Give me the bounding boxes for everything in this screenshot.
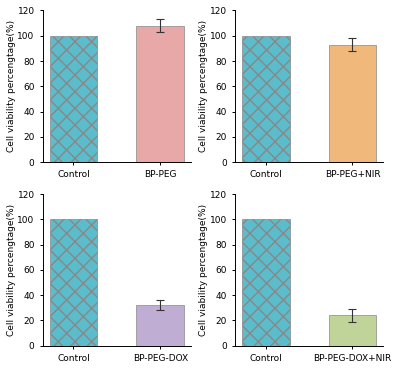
Bar xyxy=(242,36,290,162)
Y-axis label: Cell viability percengtage(%): Cell viability percengtage(%) xyxy=(199,204,208,336)
Y-axis label: Cell viability percengtage(%): Cell viability percengtage(%) xyxy=(7,20,16,152)
Y-axis label: Cell viability percengtage(%): Cell viability percengtage(%) xyxy=(7,204,16,336)
Bar xyxy=(329,315,376,346)
Y-axis label: Cell viability percengtage(%): Cell viability percengtage(%) xyxy=(199,20,208,152)
Bar xyxy=(242,219,290,346)
Bar xyxy=(50,219,97,346)
Bar xyxy=(136,305,184,346)
Bar xyxy=(50,36,97,162)
Bar xyxy=(329,44,376,162)
Bar xyxy=(136,26,184,162)
